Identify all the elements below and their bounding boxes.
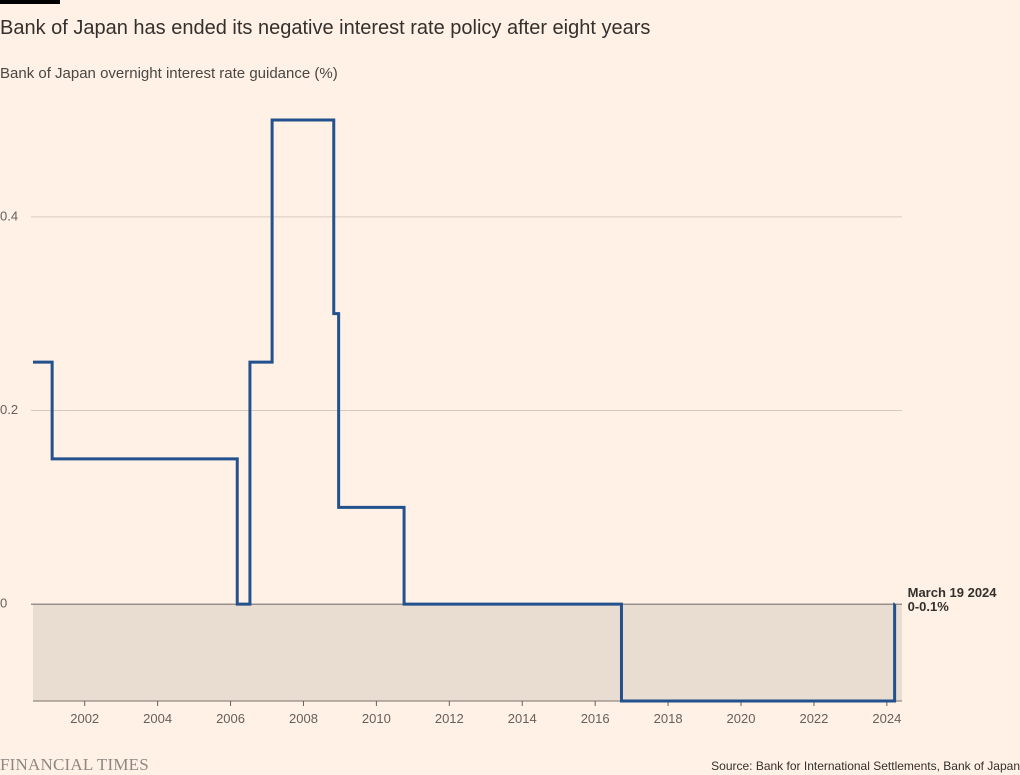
x-tick-label: 2010 — [362, 711, 391, 726]
rate-series-line — [33, 118, 897, 703]
x-tick-label: 2024 — [872, 711, 901, 726]
x-tick-label: 2008 — [289, 711, 318, 726]
ft-top-bar — [0, 0, 60, 4]
source-note: Source: Bank for International Settlemen… — [711, 759, 1020, 773]
annotation-label: March 19 2024 — [908, 585, 998, 600]
chart-title: Bank of Japan has ended its negative int… — [0, 17, 651, 39]
negative-rate-area — [33, 604, 902, 701]
x-tick-label: 2012 — [435, 711, 464, 726]
y-tick-label: 0 — [0, 596, 7, 611]
x-tick-label: 2006 — [216, 711, 245, 726]
chart-subtitle: Bank of Japan overnight interest rate gu… — [0, 65, 338, 82]
y-tick-label: 0.4 — [0, 208, 18, 223]
x-tick-label: 2002 — [70, 711, 99, 726]
x-tick-label: 2022 — [799, 711, 828, 726]
x-tick-label: 2016 — [581, 711, 610, 726]
x-tick-label: 2014 — [508, 711, 537, 726]
ft-logo: FINANCIAL TIMES — [0, 755, 149, 774]
y-tick-label: 0.2 — [0, 402, 18, 417]
x-tick-label: 2020 — [727, 711, 756, 726]
x-tick-label: 2004 — [143, 711, 172, 726]
x-tick-label: 2018 — [654, 711, 683, 726]
annotation-label: 0-0.1% — [908, 599, 950, 614]
